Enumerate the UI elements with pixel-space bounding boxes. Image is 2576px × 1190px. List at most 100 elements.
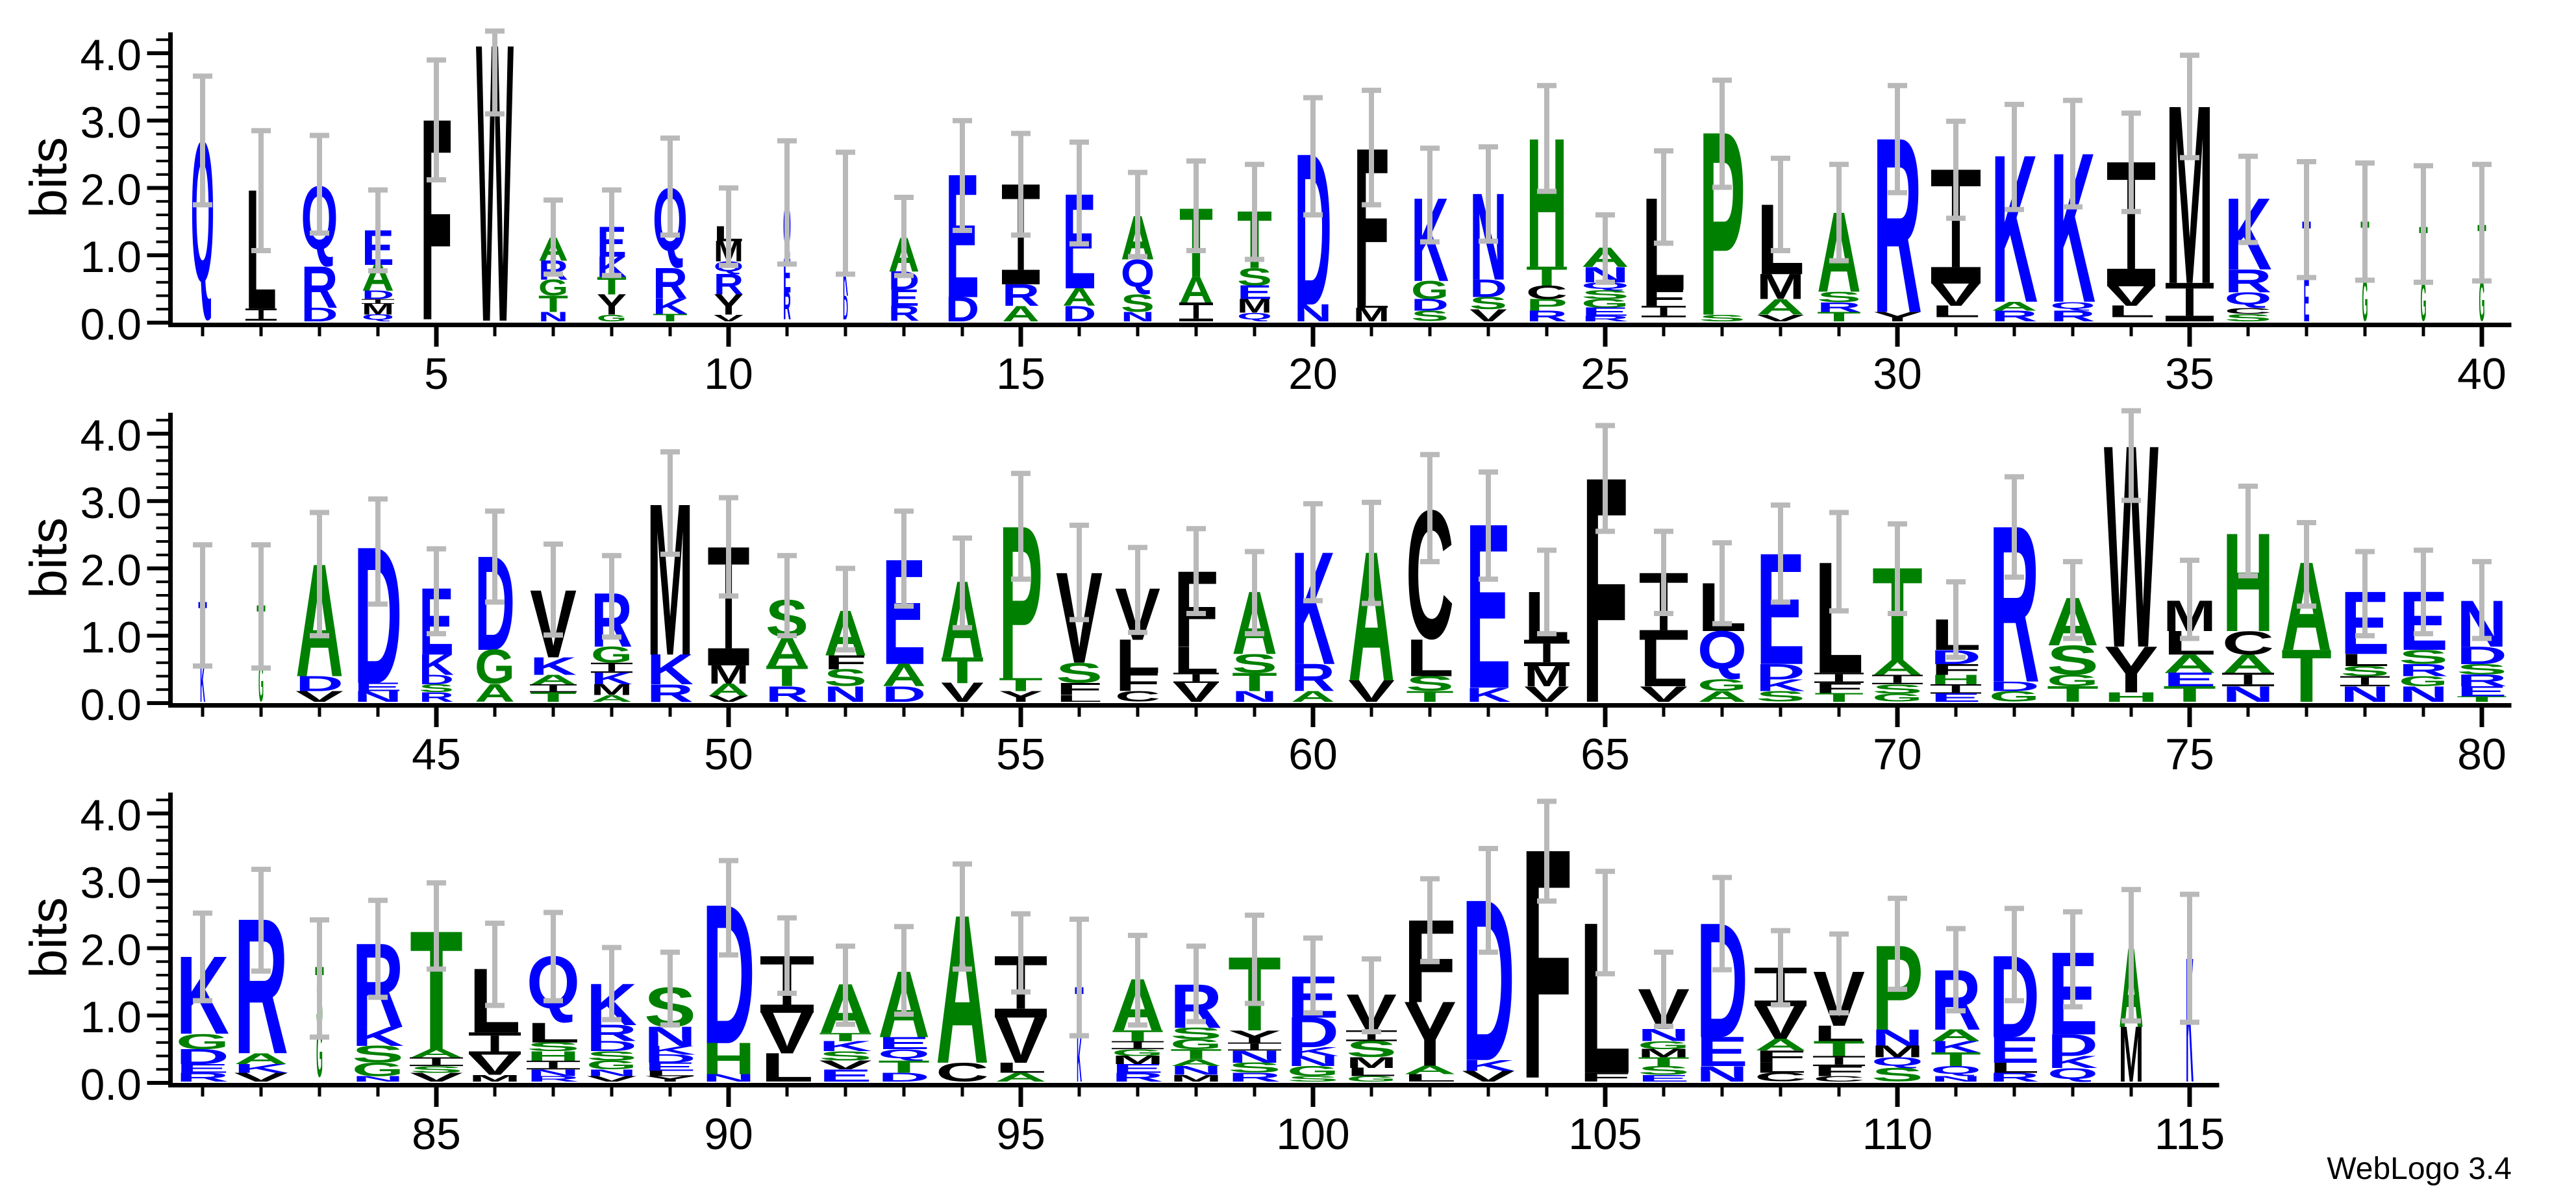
svg-text:75: 75 xyxy=(2165,730,2214,779)
svg-text:V: V xyxy=(469,1048,521,1081)
svg-text:D: D xyxy=(644,1052,696,1065)
svg-text:E: E xyxy=(176,1061,229,1076)
svg-text:80: 80 xyxy=(2457,730,2507,779)
svg-text:M: M xyxy=(1112,1053,1164,1066)
svg-text:M: M xyxy=(591,681,632,699)
svg-text:K: K xyxy=(1077,1024,1082,1096)
svg-text:T: T xyxy=(1638,1054,1690,1069)
svg-text:N: N xyxy=(352,1074,404,1083)
svg-text:N: N xyxy=(586,1067,637,1078)
svg-text:K: K xyxy=(200,652,205,715)
svg-text:15: 15 xyxy=(996,349,1045,399)
svg-text:G: G xyxy=(1581,297,1629,310)
svg-text:V: V xyxy=(714,312,744,323)
svg-text:S: S xyxy=(2225,312,2272,323)
svg-text:G: G xyxy=(1697,676,1747,695)
svg-text:A: A xyxy=(1697,688,1747,705)
svg-text:4.0: 4.0 xyxy=(80,791,142,840)
svg-text:N: N xyxy=(527,1067,580,1078)
svg-text:V: V xyxy=(1469,305,1507,325)
svg-text:R: R xyxy=(586,1020,637,1046)
svg-text:Q: Q xyxy=(1931,1064,1981,1076)
svg-text:S: S xyxy=(1411,308,1449,325)
svg-text:A: A xyxy=(882,657,926,693)
svg-text:K: K xyxy=(1462,1057,1515,1074)
svg-text:N: N xyxy=(824,681,867,706)
svg-text:G: G xyxy=(1170,1036,1222,1052)
svg-text:D: D xyxy=(1989,679,2040,694)
svg-text:20: 20 xyxy=(1288,349,1338,399)
svg-text:A: A xyxy=(995,1070,1047,1084)
svg-text:bits: bits xyxy=(19,137,77,218)
svg-text:G: G xyxy=(2421,271,2427,332)
svg-text:Q: Q xyxy=(1871,1055,1923,1069)
svg-text:K: K xyxy=(530,652,577,680)
svg-text:G: G xyxy=(2479,269,2485,333)
svg-text:S: S xyxy=(410,1064,463,1074)
svg-text:C: C xyxy=(1755,1070,1807,1084)
svg-text:L: L xyxy=(1989,1060,2040,1076)
svg-text:P: P xyxy=(1526,295,1568,314)
svg-text:0.0: 0.0 xyxy=(80,1060,142,1109)
svg-text:R: R xyxy=(1228,1070,1281,1084)
svg-text:M: M xyxy=(362,301,394,318)
svg-text:S: S xyxy=(1872,682,1923,697)
svg-text:K: K xyxy=(653,294,688,319)
svg-text:A: A xyxy=(1755,1035,1807,1054)
svg-text:T: T xyxy=(530,689,577,705)
svg-text:L: L xyxy=(1640,625,1688,700)
svg-text:T: T xyxy=(1526,261,1568,291)
svg-text:T: T xyxy=(2281,634,2332,717)
svg-text:N: N xyxy=(354,688,403,705)
svg-text:R: R xyxy=(2225,262,2272,300)
svg-text:V: V xyxy=(2107,280,2155,312)
svg-text:S: S xyxy=(1346,1037,1397,1062)
svg-text:D: D xyxy=(1469,275,1507,303)
svg-text:E: E xyxy=(1581,305,1629,318)
svg-text:R: R xyxy=(1112,1070,1164,1084)
svg-text:A: A xyxy=(1403,1063,1457,1076)
svg-text:N: N xyxy=(1696,1061,1748,1086)
svg-text:Q: Q xyxy=(878,1047,930,1061)
svg-text:A: A xyxy=(1062,284,1096,312)
svg-text:L: L xyxy=(1353,292,1390,312)
svg-text:A: A xyxy=(2163,649,2216,678)
svg-text:3.0: 3.0 xyxy=(80,98,142,147)
svg-text:T: T xyxy=(1817,309,1861,325)
svg-text:R: R xyxy=(1989,1070,2040,1084)
svg-text:0.0: 0.0 xyxy=(80,300,142,349)
svg-text:D: D xyxy=(878,1070,930,1084)
svg-text:D: D xyxy=(843,289,848,328)
svg-text:R: R xyxy=(766,681,808,706)
svg-text:C: C xyxy=(2225,306,2272,316)
svg-text:S: S xyxy=(2399,645,2448,668)
svg-text:A: A xyxy=(1002,301,1040,327)
svg-text:T: T xyxy=(1406,688,1454,705)
svg-text:G: G xyxy=(597,313,627,323)
svg-text:110: 110 xyxy=(1862,1109,1932,1159)
svg-text:Q: Q xyxy=(2050,300,2095,311)
svg-text:M: M xyxy=(1638,1047,1690,1060)
svg-text:R: R xyxy=(2457,671,2507,690)
svg-text:N: N xyxy=(1931,1074,1981,1083)
svg-text:C: C xyxy=(1115,688,1160,704)
svg-text:90: 90 xyxy=(704,1109,753,1159)
svg-text:D: D xyxy=(301,304,338,326)
svg-text:S: S xyxy=(1871,1064,1923,1085)
svg-text:N: N xyxy=(1294,299,1332,327)
svg-text:S: S xyxy=(1406,672,1454,695)
svg-text:R: R xyxy=(2050,307,2095,325)
svg-text:Q: Q xyxy=(1697,621,1747,681)
svg-text:L: L xyxy=(760,1045,814,1091)
svg-text:D: D xyxy=(586,1038,637,1055)
svg-text:V: V xyxy=(1462,1067,1515,1085)
svg-text:T: T xyxy=(2163,681,2216,706)
svg-text:C: C xyxy=(2222,625,2274,662)
svg-text:S: S xyxy=(1170,1024,1222,1043)
svg-text:S: S xyxy=(2047,637,2099,684)
svg-text:L: L xyxy=(2107,303,2155,321)
svg-text:N: N xyxy=(2222,682,2274,706)
svg-text:N: N xyxy=(1287,1053,1339,1069)
svg-text:bits: bits xyxy=(19,897,77,978)
svg-text:S: S xyxy=(819,1048,872,1063)
